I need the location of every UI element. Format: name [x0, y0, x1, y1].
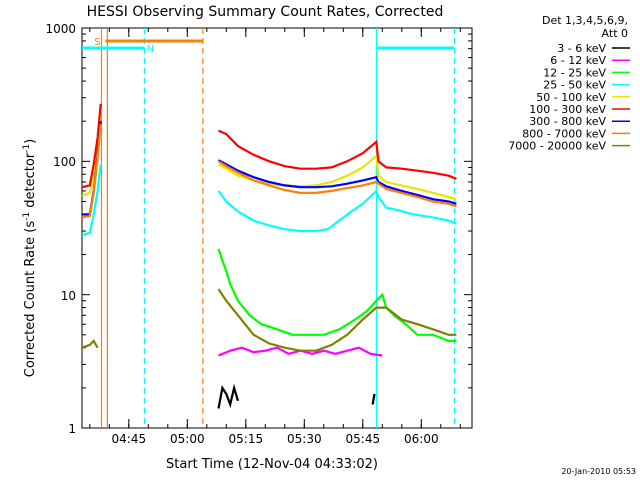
y-axis-label-sup1: -1	[22, 212, 32, 221]
series-line	[217, 288, 457, 352]
annotation-label: N	[147, 44, 154, 55]
legend-entry-label: 300 - 800 keV	[529, 115, 606, 128]
annotation-label: S	[94, 37, 100, 48]
x-tick-label: 06:00	[404, 432, 439, 446]
y-axis-label-tail: )	[23, 139, 38, 144]
y-tick-label: 10	[61, 289, 76, 303]
y-axis-label: Corrected Count Rate (s-1 detector-1)	[22, 139, 38, 377]
y-axis-label-sup2: -1	[22, 144, 32, 153]
series-line	[81, 164, 102, 237]
legend-entry-label: 7000 - 20000 keV	[508, 140, 606, 153]
legend-entry-label: 800 - 7000 keV	[522, 127, 606, 140]
y-tick-label: 1	[68, 422, 76, 436]
x-tick-labels: 04:45 05:00 05:15 05:30 05:45 06:00	[112, 432, 439, 446]
y-axis-label-main: Corrected Count Rate (s	[23, 221, 38, 378]
x-tick-label: 05:45	[346, 432, 381, 446]
y-tick-label: 1000	[45, 22, 76, 36]
series-line	[217, 188, 457, 233]
footer-timestamp: 20-Jan-2010 05:53	[561, 467, 636, 476]
series-line	[218, 129, 457, 180]
legend-entry-label: 25 - 50 keV	[543, 79, 606, 92]
x-tick-label: 04:45	[112, 432, 147, 446]
y-tick-label: 100	[53, 155, 76, 169]
x-axis-label: Start Time (12-Nov-04 04:33:02)	[166, 457, 378, 472]
series-line	[81, 124, 102, 219]
legend-entry-label: 6 - 12 keV	[550, 54, 606, 67]
legend-entry-label: 3 - 6 keV	[557, 42, 606, 55]
x-tick-label: 05:00	[170, 432, 205, 446]
series-line	[217, 383, 240, 409]
series-line	[217, 160, 457, 208]
series-line	[81, 339, 99, 349]
legend-entry-label: 12 - 25 keV	[543, 66, 606, 79]
y-axis-label-mid: detector	[23, 152, 38, 212]
series-line	[217, 248, 457, 342]
plot-frame	[81, 27, 473, 429]
svg-text:Corrected Count Rate (s-1 dete: Corrected Count Rate (s-1 detector-1)	[22, 139, 38, 377]
legend-entry-label: 100 - 300 keV	[529, 103, 606, 116]
x-tick-label: 05:30	[287, 432, 322, 446]
x-tick-label: 05:15	[229, 432, 264, 446]
y-tick-labels: 1 10 100 1000	[45, 22, 76, 436]
legend-header-line1: Det 1,3,4,5,6,9,	[542, 14, 628, 27]
legend-header-line2: Att 0	[602, 27, 628, 40]
plot-area: SN	[81, 27, 473, 429]
chart-title: HESSI Observing Summary Count Rates, Cor…	[87, 4, 444, 20]
legend-entry-label: 50 - 100 keV	[536, 91, 606, 104]
series-line	[217, 159, 457, 205]
series-line	[81, 103, 102, 189]
series-line	[371, 393, 376, 405]
